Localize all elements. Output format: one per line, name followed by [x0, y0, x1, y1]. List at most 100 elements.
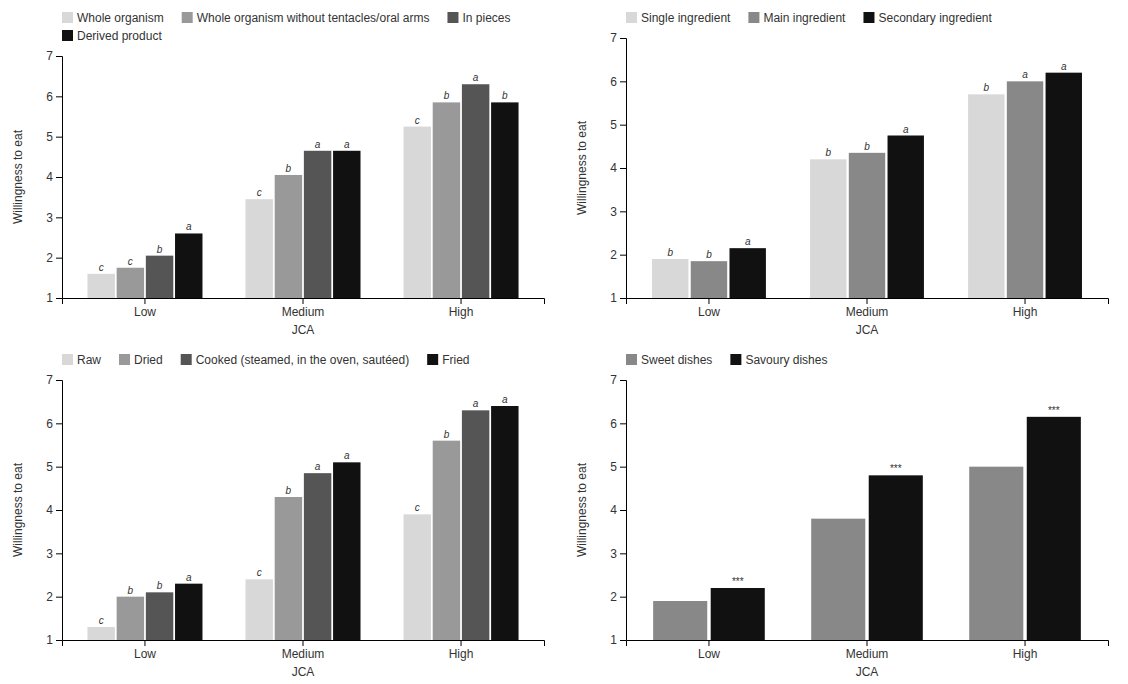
- y-tick-label: 4: [610, 161, 617, 175]
- bar: [810, 159, 846, 298]
- annotation: b: [667, 247, 673, 258]
- y-tick-mark: [56, 423, 62, 424]
- x-tick-label: High: [449, 305, 474, 319]
- legend-item: Dried: [119, 353, 163, 367]
- y-tick: 6: [610, 417, 626, 431]
- x-tick-mark: [461, 640, 462, 646]
- x-tick-mark: [1025, 640, 1026, 646]
- bar: [404, 127, 431, 298]
- x-tick-label: Medium: [282, 647, 325, 661]
- legend-label: Single ingredient: [641, 11, 731, 25]
- annotation: ***: [890, 463, 902, 474]
- y-tick: 2: [610, 248, 626, 262]
- annotation: a: [502, 394, 508, 405]
- y-axis: 1234567: [610, 373, 626, 647]
- y-tick-mark: [56, 217, 62, 218]
- x-axis: LowMediumHigh: [63, 298, 545, 319]
- legend-label: Savoury dishes: [745, 353, 827, 367]
- bar: [117, 597, 144, 640]
- legend-item: Derived product: [62, 29, 162, 43]
- legend: Single ingredient Main ingredient Secondar…: [626, 11, 993, 25]
- annotation: c: [128, 256, 133, 267]
- bar: [653, 601, 707, 640]
- y-tick-label: 4: [46, 503, 53, 517]
- annotation: a: [903, 124, 909, 135]
- y-tick: 4: [46, 170, 62, 184]
- annotations: *** *** ***: [732, 405, 1060, 587]
- legend-item: Fried: [427, 353, 469, 367]
- annotation: a: [186, 221, 192, 232]
- bar: [491, 406, 518, 640]
- legend-label: Fried: [442, 353, 469, 367]
- y-tick-mark: [56, 137, 62, 138]
- legend-swatch: [748, 12, 759, 23]
- y-tick-label: 3: [610, 547, 617, 561]
- bar: [811, 519, 865, 640]
- x-axis-line: [627, 641, 1109, 647]
- y-tick: 4: [610, 503, 626, 517]
- x-tick-mark: [867, 640, 868, 646]
- x-axis-title: JCA: [856, 665, 879, 679]
- legend-swatch: [863, 12, 874, 23]
- legend-label: Secondary ingredient: [878, 11, 992, 25]
- x-tick-label: Low: [698, 647, 720, 661]
- y-tick: 1: [610, 291, 626, 305]
- y-tick-mark: [56, 298, 62, 299]
- legend-swatch: [181, 354, 192, 365]
- annotation: b: [502, 90, 508, 101]
- x-tick: High: [1013, 298, 1038, 319]
- y-tick: 2: [610, 590, 626, 604]
- legend-label: Derived product: [77, 29, 162, 43]
- x-tick-mark: [1025, 298, 1026, 304]
- x-axis-title: JCA: [292, 665, 315, 679]
- x-tick: Medium: [846, 640, 889, 661]
- x-tick-mark: [144, 640, 145, 646]
- y-tick: 6: [46, 90, 62, 104]
- bar: [87, 274, 114, 298]
- y-tick-mark: [620, 168, 626, 169]
- x-axis: LowMediumHigh: [63, 640, 545, 661]
- legend-swatch: [626, 354, 637, 365]
- y-tick: 7: [610, 31, 626, 45]
- bar: [1046, 73, 1082, 298]
- bars: [87, 84, 518, 298]
- y-tick-mark: [56, 597, 62, 598]
- bar: [888, 136, 924, 299]
- annotation: ***: [732, 576, 744, 587]
- annotations: cbbacbaacbaa: [99, 394, 508, 626]
- bar: [87, 627, 114, 640]
- x-tick-mark: [303, 298, 304, 304]
- x-axis-line: [63, 641, 545, 647]
- y-tick: 1: [46, 633, 62, 647]
- y-tick-mark: [56, 467, 62, 468]
- x-axis-title: JCA: [856, 323, 879, 337]
- y-tick-mark: [620, 380, 626, 381]
- legend-label: Main ingredient: [763, 11, 846, 25]
- annotations: ccbacbaacbab: [99, 72, 508, 273]
- legend-item: Single ingredient: [626, 11, 731, 25]
- y-tick-label: 6: [610, 75, 617, 89]
- bar: [245, 579, 272, 640]
- y-tick-label: 6: [610, 417, 617, 431]
- annotation: a: [1061, 61, 1067, 72]
- bar: [245, 199, 272, 298]
- annotation: b: [984, 82, 990, 93]
- y-tick-mark: [620, 255, 626, 256]
- legend-swatch: [427, 354, 438, 365]
- y-axis-title: Willingness to eat: [11, 129, 25, 224]
- y-tick-mark: [620, 298, 626, 299]
- annotations: bbabbabaa: [667, 61, 1067, 261]
- y-tick-mark: [620, 423, 626, 424]
- y-tick-mark: [620, 510, 626, 511]
- bar: [146, 256, 173, 298]
- legend-item: Whole organism: [62, 11, 164, 25]
- y-axis-title: Willingness to eat: [11, 462, 25, 557]
- y-tick-label: 2: [610, 248, 617, 262]
- bar: [146, 592, 173, 640]
- bar: [404, 514, 431, 640]
- y-axis-line: [56, 381, 63, 641]
- annotation: c: [99, 262, 104, 273]
- y-tick: 6: [610, 75, 626, 89]
- annotation: ***: [1048, 405, 1060, 416]
- bar: [691, 261, 727, 298]
